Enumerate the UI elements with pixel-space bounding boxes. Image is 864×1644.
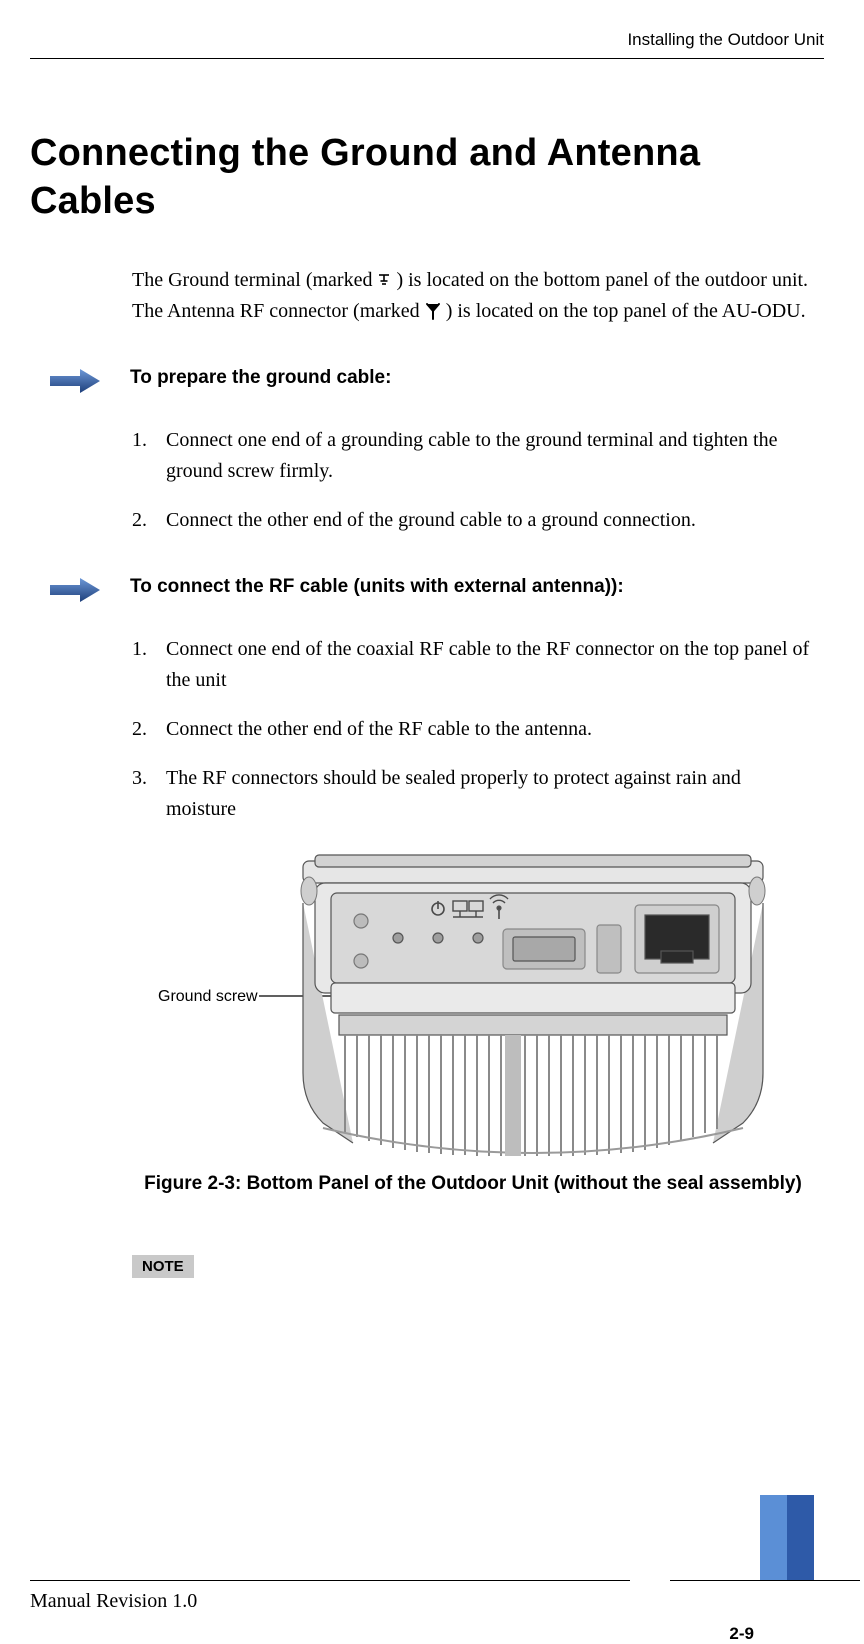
intro-text-3: ) is located on the top panel of the AU-… xyxy=(446,300,806,322)
procedure-2-steps: 1. Connect one end of the coaxial RF cab… xyxy=(132,634,814,825)
step-text: Connect one end of a grounding cable to … xyxy=(166,425,814,487)
procedure-1-title: To prepare the ground cable: xyxy=(130,367,391,389)
procedure-2-header: To connect the RF cable (units with exte… xyxy=(50,576,824,604)
arrow-icon xyxy=(50,576,100,604)
header-rule xyxy=(30,58,824,59)
intro-text-1: The Ground terminal (marked xyxy=(132,269,377,291)
procedure-1: To prepare the ground cable: 1. Connect … xyxy=(30,367,824,536)
list-item: 2. Connect the other end of the RF cable… xyxy=(132,714,814,745)
step-number: 2. xyxy=(132,505,152,536)
procedure-1-header: To prepare the ground cable: xyxy=(50,367,824,395)
procedure-1-steps: 1. Connect one end of a grounding cable … xyxy=(132,425,814,536)
list-item: 1. Connect one end of the coaxial RF cab… xyxy=(132,634,814,696)
list-item: 1. Connect one end of a grounding cable … xyxy=(132,425,814,487)
list-item: 3. The RF connectors should be sealed pr… xyxy=(132,763,814,825)
device-illustration: Ground screw xyxy=(153,843,793,1163)
page-header: Installing the Outdoor Unit xyxy=(30,30,824,90)
list-item: 2. Connect the other end of the ground c… xyxy=(132,505,814,536)
procedure-2: To connect the RF cable (units with exte… xyxy=(30,576,824,825)
antenna-symbol-icon xyxy=(425,302,441,320)
note-row: NOTE xyxy=(132,1255,824,1278)
corner-decoration xyxy=(760,1495,814,1580)
procedure-2-title: To connect the RF cable (units with exte… xyxy=(130,576,624,598)
header-section-title: Installing the Outdoor Unit xyxy=(627,30,824,50)
step-text: The RF connectors should be sealed prope… xyxy=(166,763,814,825)
step-text: Connect the other end of the ground cabl… xyxy=(166,505,696,536)
footer-revision: Manual Revision 1.0 xyxy=(30,1590,197,1613)
step-number: 1. xyxy=(132,425,152,487)
step-text: Connect the other end of the RF cable to… xyxy=(166,714,592,745)
step-text: Connect one end of the coaxial RF cable … xyxy=(166,634,814,696)
ground-symbol-icon xyxy=(377,272,391,288)
page-title: Connecting the Ground and Antenna Cables xyxy=(30,130,824,225)
ground-screw-label: Ground screw xyxy=(158,988,258,1005)
arrow-icon xyxy=(50,367,100,395)
figure-caption: Figure 2-3: Bottom Panel of the Outdoor … xyxy=(132,1173,814,1195)
intro-paragraph: The Ground terminal (marked ) is located… xyxy=(132,265,814,327)
page: Installing the Outdoor Unit Connecting t… xyxy=(0,0,864,1606)
body: The Ground terminal (marked ) is located… xyxy=(132,265,814,327)
figure-2-3: Ground screw xyxy=(132,843,814,1195)
footer-rule-left xyxy=(30,1580,630,1581)
corner-block-dark xyxy=(787,1495,814,1580)
corner-block-light xyxy=(760,1495,787,1580)
page-number: 2-9 xyxy=(729,1624,754,1644)
footer-rule-right xyxy=(670,1580,860,1581)
step-number: 2. xyxy=(132,714,152,745)
step-number: 3. xyxy=(132,763,152,825)
note-badge: NOTE xyxy=(132,1255,194,1278)
step-number: 1. xyxy=(132,634,152,696)
